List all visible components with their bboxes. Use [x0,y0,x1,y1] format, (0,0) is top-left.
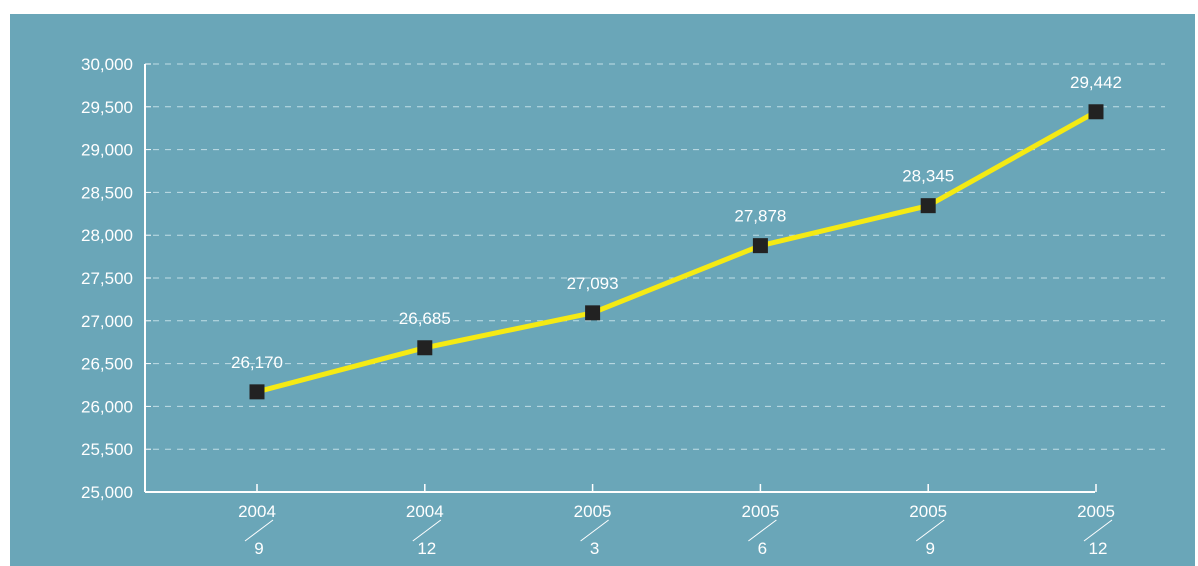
chart-panel: 25,000 25,500 26,000 26,500 27,000 27,500 28,0… [10,14,1195,566]
data-label: 26,170 [231,353,283,372]
x-tick-label-year: 2005 [741,502,779,521]
x-tick-label-month: 9 [254,539,263,558]
x-tick-label-month: 9 [925,539,934,558]
y-tick-label: 28,500 [81,183,133,202]
data-label: 29,442 [1070,73,1122,92]
y-tick-label: 26,500 [81,355,133,374]
x-tick-label-year: 2004 [406,502,444,521]
x-tick-label-month: 6 [758,539,767,558]
y-tick-label: 26,000 [81,397,133,416]
x-tick-label-month: 12 [1089,539,1108,558]
data-point-marker [417,340,433,356]
line-chart: 25,000 25,500 26,000 26,500 27,000 27,500 28,0… [81,55,1165,558]
x-tick-slash [748,519,777,542]
data-label: 27,093 [567,274,619,293]
x-tick-label-year: 2004 [238,502,276,521]
x-tick-slash [244,519,274,542]
data-label: 26,685 [399,309,451,328]
x-tick-label-year: 2005 [1077,502,1115,521]
x-tick-label-year: 2005 [574,502,612,521]
y-tick-label: 25,000 [81,483,133,502]
y-tick-label: 28,000 [81,226,133,245]
x-tick-label-month: 12 [417,539,436,558]
x-tick-slash [1083,519,1113,542]
x-tick-slash [412,519,442,542]
data-point-marker [249,384,265,400]
series-line [254,109,1099,395]
y-tick-label: 25,500 [81,440,133,459]
data-label: 28,345 [902,167,954,186]
y-tick-label: 27,500 [81,269,133,288]
data-point-marker [585,305,601,321]
y-tick-label: 29,500 [81,98,133,117]
x-tick-slash [580,519,609,542]
y-tick-label: 29,000 [81,141,133,160]
data-label: 27,878 [734,207,786,226]
x-tick-label-month: 3 [590,539,599,558]
data-point-marker [752,238,768,254]
x-tick-label-year: 2005 [909,502,947,521]
y-tick-label: 27,000 [81,312,133,331]
y-tick-label: 30,000 [81,55,133,74]
data-point-marker [1088,104,1104,120]
x-tick-slash [915,519,945,542]
data-point-marker [920,198,936,214]
